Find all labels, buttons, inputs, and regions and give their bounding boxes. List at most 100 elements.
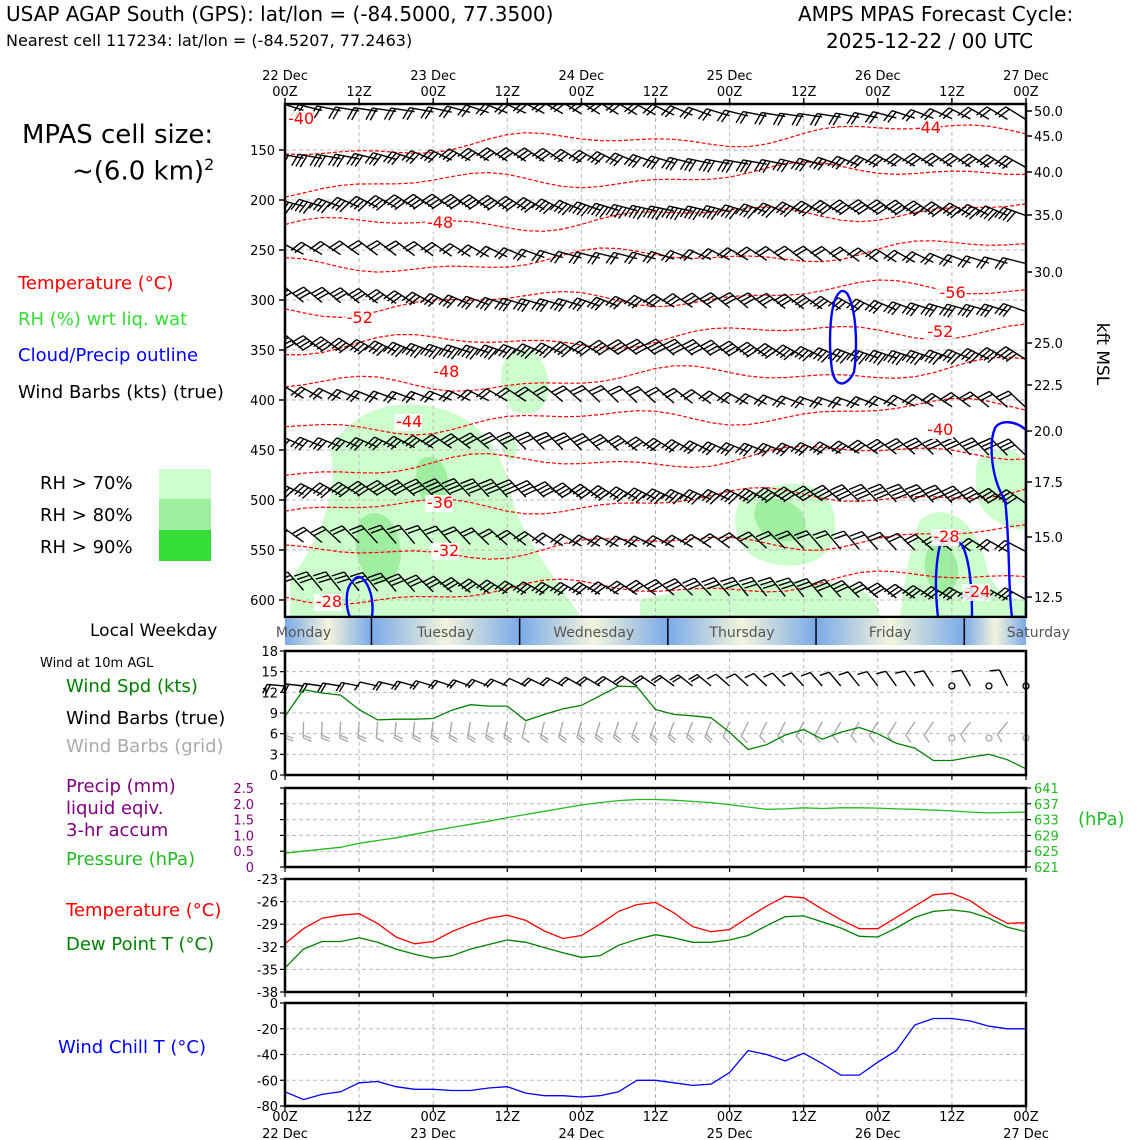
temperature-label-bg xyxy=(925,324,954,341)
upper-wind-barb-flag xyxy=(605,580,618,590)
upper-wind-barb-flag xyxy=(642,251,652,263)
temperature-label-bg xyxy=(431,364,460,381)
upper-wind-barb-flag xyxy=(409,580,423,588)
upper-wind-barb-flag xyxy=(928,443,942,450)
upper-wind-barb-flag xyxy=(607,385,620,393)
upper-wind-barb-flag xyxy=(687,344,700,353)
pressure-tick-label-right: 621 xyxy=(1034,861,1059,876)
true-wind-barb-flag xyxy=(390,680,398,690)
upper-wind-barb-flag xyxy=(794,397,805,409)
upper-wind-barb-flag xyxy=(716,247,728,257)
upper-wind-barb-flag xyxy=(717,292,731,300)
true-wind-barb-flag xyxy=(338,682,346,692)
upper-wind-barb-flag xyxy=(553,583,565,594)
upper-wind-barb-flag xyxy=(872,204,885,213)
true-wind-barb xyxy=(509,677,527,687)
upper-wind-barb-flag xyxy=(829,579,843,587)
upper-wind-barb-flag xyxy=(690,347,704,355)
upper-wind-barb-flag xyxy=(781,584,795,590)
upper-wind-barb-flag xyxy=(999,441,1013,449)
upper-wind-barb-flag xyxy=(920,108,931,119)
grid-wind-barb-flag xyxy=(905,734,912,743)
series-line xyxy=(284,685,1027,770)
grid-wind-barb-flag xyxy=(503,737,512,744)
true-wind-barb-flag xyxy=(446,679,454,688)
upper-wind-barb-flag xyxy=(328,106,337,119)
upper-wind-barb-flag xyxy=(332,528,346,535)
upper-wind-barb-flag xyxy=(315,574,329,580)
title-right-1: AMPS MPAS Forecast Cycle: xyxy=(798,2,1074,26)
grid-wind-barb-flag xyxy=(595,733,604,741)
upper-wind-barb-flag xyxy=(298,201,308,213)
upper-wind-barb-flag xyxy=(572,486,585,495)
upper-wind-barb-flag xyxy=(316,440,327,452)
upper-wind-barb-flag xyxy=(790,157,800,170)
upper-wind-barb-flag xyxy=(576,204,587,216)
upper-wind-barb-flag xyxy=(370,575,384,582)
panel-tick-label: 1.0 xyxy=(233,829,254,844)
upper-wind-barb-flag xyxy=(1005,353,1018,363)
upper-wind-barb-flag xyxy=(815,533,829,540)
upper-wind-barb-flag xyxy=(831,442,843,453)
upper-wind-barb-flag xyxy=(517,389,529,398)
upper-wind-barb-flag xyxy=(384,240,397,249)
upper-wind-barb-flag xyxy=(535,299,545,312)
upper-wind-barb-flag xyxy=(864,350,875,362)
legend-wind-spd: Wind Spd (kts) xyxy=(66,676,198,697)
upper-wind-barb-flag xyxy=(922,484,936,492)
upper-wind-barb-flag xyxy=(887,396,898,407)
upper-wind-barb-flag xyxy=(872,352,883,364)
true-wind-barb-flag xyxy=(394,681,402,691)
upper-wind-barb-flag xyxy=(498,248,509,260)
upper-wind-barb-flag xyxy=(909,305,920,317)
upper-wind-barb xyxy=(285,588,286,590)
upper-wind-barb-flag xyxy=(450,487,464,494)
upper-wind-barb-flag xyxy=(816,350,828,362)
upper-wind-barb-flag xyxy=(458,432,471,440)
upper-wind-barb-flag xyxy=(501,584,513,595)
grid-wind-barb xyxy=(832,721,842,737)
upper-wind-barb-flag xyxy=(853,204,866,213)
upper-wind-barb-flag xyxy=(795,488,808,497)
upper-wind-barb-flag xyxy=(403,574,417,582)
upper-wind-barb-flag xyxy=(368,438,379,449)
upper-wind-barb xyxy=(285,104,304,111)
weekday-label: Wednesday xyxy=(553,625,634,641)
grid-wind-barb-flag xyxy=(431,734,440,740)
upper-wind-barb-flag xyxy=(631,491,643,502)
upper-wind-barb-flag xyxy=(753,394,764,405)
upper-wind-barb-flag xyxy=(772,158,781,171)
upper-wind-barb-flag xyxy=(870,486,884,493)
upper-wind-barb-flag xyxy=(666,581,679,589)
upper-wind-barb-flag xyxy=(685,580,698,588)
upper-wind-barb-flag xyxy=(496,479,510,486)
upper-wind-barb-flag xyxy=(405,524,418,531)
upper-wind-barb-flag xyxy=(775,577,789,583)
upper-wind-barb-flag xyxy=(679,158,689,171)
bottom-tick-label-hour: 12Z xyxy=(495,1110,521,1125)
bottom-tick-label-hour: 00Z xyxy=(569,1110,595,1125)
upper-wind-barb-flag xyxy=(701,577,715,583)
upper-wind-barb-flag xyxy=(760,580,774,586)
upper-wind-barb-flag xyxy=(758,112,767,126)
upper-wind-barb-flag xyxy=(368,291,381,301)
upper-wind-barb-flag xyxy=(887,351,897,363)
upper-wind-barb-flag xyxy=(521,300,531,313)
upper-wind-barb-flag xyxy=(512,581,524,591)
upper-wind-barb-flag xyxy=(318,155,327,168)
upper-wind-barb-flag xyxy=(668,443,680,453)
upper-wind-barb-flag xyxy=(669,159,679,171)
upper-wind-barb-flag xyxy=(406,577,420,585)
panel-frame xyxy=(283,786,1028,869)
upper-wind-barb-flag xyxy=(924,155,936,164)
kft-tick-label: 17.5 xyxy=(1034,476,1063,491)
upper-wind-barb-flag xyxy=(839,493,852,500)
weekday-label: Saturday xyxy=(1007,625,1070,641)
grid-wind-barb-flag xyxy=(302,737,312,742)
upper-wind-barb-flag xyxy=(364,436,375,447)
upper-wind-barb-flag xyxy=(764,494,777,504)
upper-wind-barb-flag xyxy=(794,577,807,584)
upper-wind-barb-flag xyxy=(980,257,990,270)
upper-wind-barb-flag xyxy=(909,443,923,451)
legend-temperature: Temperature (°C) xyxy=(18,273,174,294)
